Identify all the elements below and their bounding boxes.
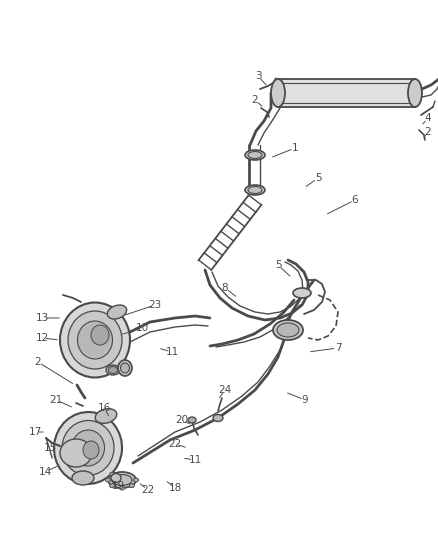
Text: 1: 1 [292,143,298,153]
Text: 7: 7 [335,343,341,353]
Text: 4: 4 [425,113,431,123]
Ellipse shape [277,323,299,337]
Text: 5: 5 [314,173,321,183]
Ellipse shape [120,486,124,490]
Ellipse shape [188,417,196,423]
Text: 23: 23 [148,300,162,310]
Text: 24: 24 [219,385,232,395]
Text: 3: 3 [254,71,261,81]
Text: 2: 2 [252,95,258,105]
Ellipse shape [62,421,114,475]
Text: 16: 16 [97,403,111,413]
Ellipse shape [106,478,110,482]
Text: 20: 20 [176,415,189,425]
Ellipse shape [110,483,115,488]
Text: 22: 22 [141,485,155,495]
Text: 6: 6 [352,195,358,205]
Text: 2: 2 [35,357,41,367]
Text: 8: 8 [222,283,228,293]
Ellipse shape [118,360,132,376]
Ellipse shape [108,472,136,488]
Ellipse shape [72,471,94,485]
Ellipse shape [134,478,138,482]
Text: 5: 5 [275,260,281,270]
Ellipse shape [78,321,113,359]
Ellipse shape [245,150,265,160]
Text: 18: 18 [168,483,182,493]
Ellipse shape [293,288,311,298]
Ellipse shape [107,305,127,319]
Text: 2: 2 [425,127,431,137]
Text: 19: 19 [111,481,125,491]
Text: 21: 21 [49,395,63,405]
Text: 22: 22 [168,439,182,449]
Ellipse shape [408,79,422,107]
Text: 11: 11 [166,347,179,357]
Ellipse shape [271,79,285,107]
Text: 11: 11 [188,455,201,465]
Ellipse shape [112,474,132,486]
Ellipse shape [213,415,223,422]
Ellipse shape [120,363,130,373]
Text: 10: 10 [135,323,148,333]
Ellipse shape [60,439,92,467]
Ellipse shape [60,303,130,377]
Text: 14: 14 [39,467,52,477]
Ellipse shape [95,409,117,423]
Ellipse shape [248,187,262,193]
Ellipse shape [111,473,121,482]
Ellipse shape [106,365,120,375]
Text: 13: 13 [35,313,49,323]
Text: 15: 15 [43,443,57,453]
Ellipse shape [110,472,115,477]
Ellipse shape [83,441,99,459]
Ellipse shape [248,151,262,158]
FancyBboxPatch shape [278,79,415,107]
Ellipse shape [91,325,109,345]
Text: 9: 9 [302,395,308,405]
Ellipse shape [129,483,134,488]
Ellipse shape [245,185,265,195]
Ellipse shape [68,311,122,369]
Ellipse shape [54,412,122,484]
Ellipse shape [273,320,303,340]
Text: 17: 17 [28,427,42,437]
Ellipse shape [71,430,105,466]
Text: 12: 12 [35,333,49,343]
Ellipse shape [109,367,117,374]
